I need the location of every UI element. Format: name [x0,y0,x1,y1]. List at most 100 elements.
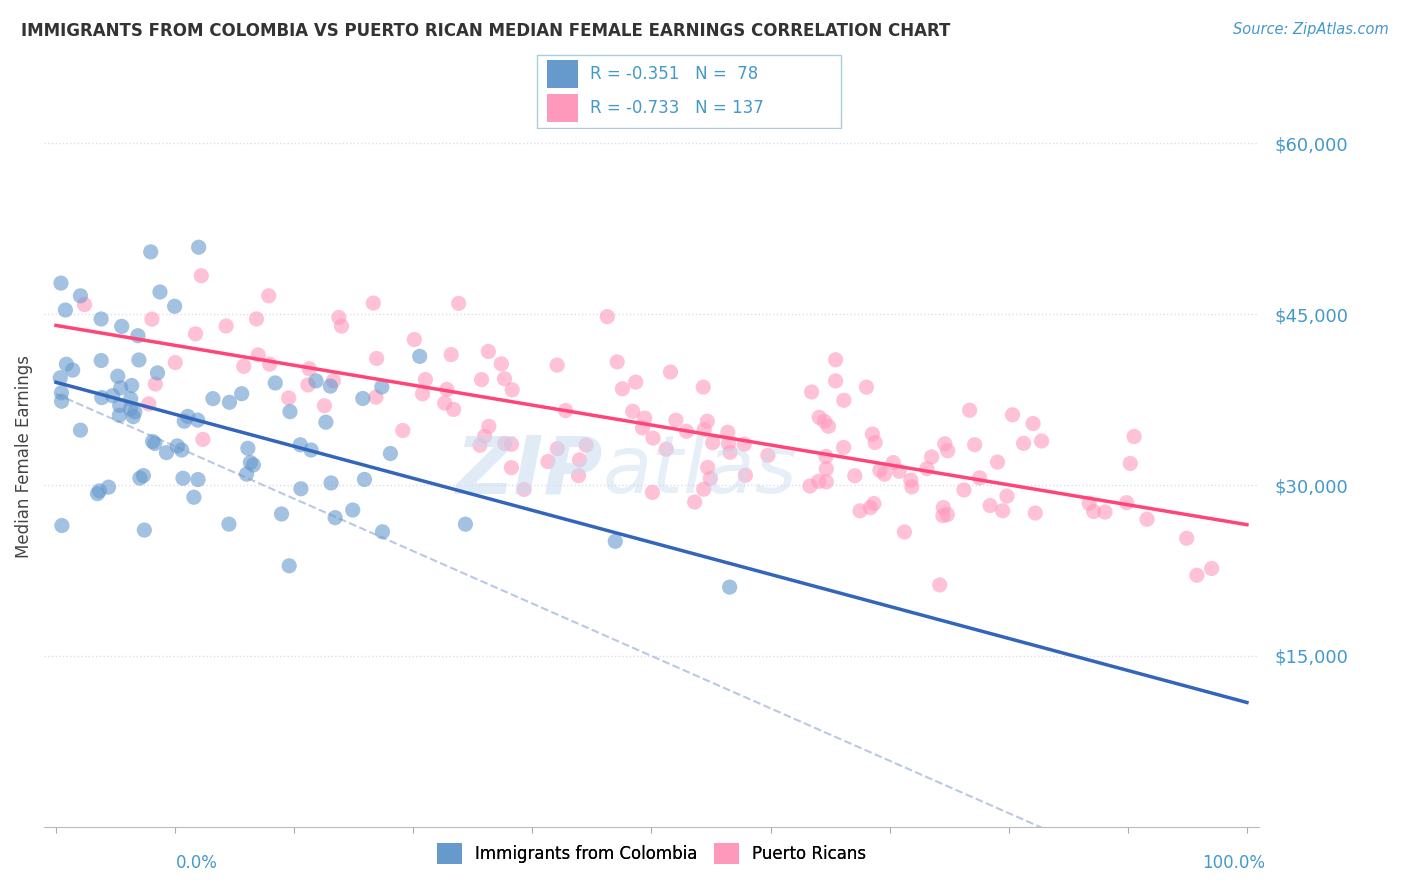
Text: 100.0%: 100.0% [1202,855,1265,872]
Point [932,500,955,515]
Point [612,382,634,396]
Y-axis label: Median Female Earnings: Median Female Earnings [15,355,32,558]
Point [173,414,195,428]
Point [55,303,77,318]
Point [733,437,755,451]
Point [371,524,394,539]
Point [149,285,172,299]
Point [863,435,886,450]
Point [800,384,823,399]
Point [860,427,883,442]
Point [172,471,194,485]
Point [832,393,855,408]
Point [934,437,956,451]
Point [900,473,922,487]
Text: 0.0%: 0.0% [176,855,218,872]
Point [986,455,1008,469]
Point [232,359,254,374]
Point [501,383,523,397]
Point [813,414,835,428]
Point [991,504,1014,518]
Point [290,482,312,496]
Point [404,333,426,347]
Point [305,374,328,388]
Point [409,350,432,364]
Point [702,435,724,450]
Point [1175,531,1198,545]
Text: atlas: atlas [603,433,797,510]
Point [494,436,516,450]
Point [190,268,212,283]
Point [415,372,437,386]
Point [655,442,678,457]
Point [882,456,904,470]
Point [73,298,96,312]
Point [436,383,458,397]
Point [675,425,697,439]
Point [187,473,209,487]
Point [665,413,688,427]
Point [49,371,72,385]
Point [887,464,910,478]
Point [278,405,301,419]
Point [322,374,344,388]
Point [953,483,976,497]
Point [111,319,134,334]
Point [936,508,959,522]
Point [605,534,627,549]
Point [314,399,336,413]
Legend: Immigrants from Colombia, Puerto Ricans: Immigrants from Colombia, Puerto Ricans [430,837,873,871]
Point [734,468,756,483]
Point [371,380,394,394]
Point [440,348,463,362]
Point [120,401,142,416]
Point [235,467,257,482]
Point [49,276,72,290]
Point [165,355,187,369]
Point [546,358,568,372]
Point [699,471,721,485]
Point [184,326,207,341]
Point [1012,436,1035,450]
Point [242,458,264,472]
Point [1022,417,1045,431]
Point [869,463,891,477]
Point [513,483,536,497]
Point [494,372,516,386]
Point [692,380,714,394]
Point [69,423,91,437]
Point [121,378,143,392]
FancyBboxPatch shape [547,95,578,122]
Point [364,390,387,404]
Point [832,441,855,455]
Point [815,475,838,489]
Point [132,468,155,483]
Point [231,386,253,401]
Point [187,240,209,254]
Point [90,391,112,405]
Point [468,438,491,452]
Point [624,375,647,389]
Text: Source: ZipAtlas.com: Source: ZipAtlas.com [1233,22,1389,37]
Point [90,312,112,326]
Point [138,397,160,411]
Point [554,403,576,417]
Point [218,395,240,409]
Point [859,500,882,515]
Point [97,480,120,494]
Point [412,386,434,401]
Point [259,357,281,371]
Text: ZIP: ZIP [456,433,603,510]
Point [264,376,287,390]
Point [120,392,142,406]
Point [641,485,664,500]
Point [366,351,388,366]
Point [537,454,560,468]
Point [51,385,73,400]
Point [1024,506,1046,520]
Point [86,486,108,500]
Point [110,381,132,395]
Point [1078,496,1101,510]
Point [606,355,628,369]
Point [69,289,91,303]
